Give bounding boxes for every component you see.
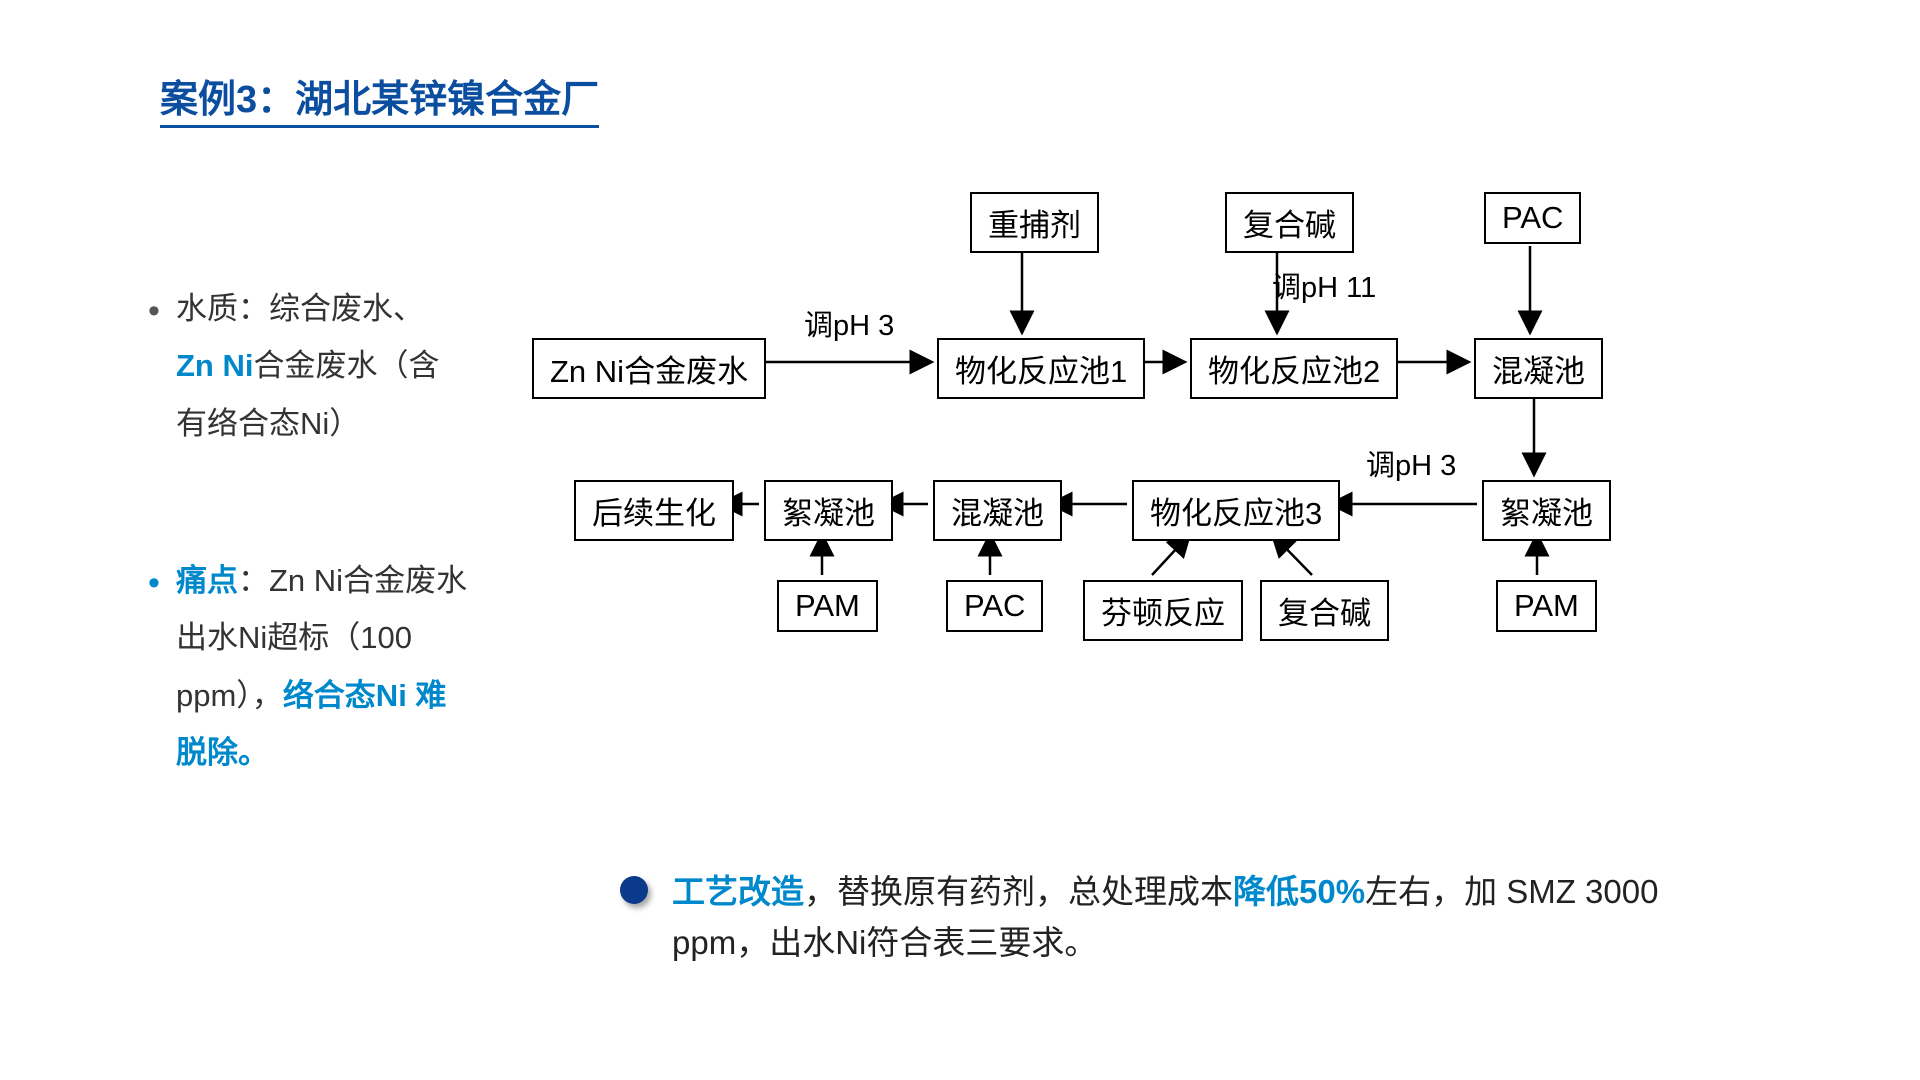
bullet2-text-a: 痛点 <box>176 563 238 598</box>
bullet1-text-b: Zn Ni <box>176 348 254 383</box>
bullet-dot-icon <box>620 876 648 904</box>
node-n_p1: 物化反应池1 <box>937 338 1145 399</box>
bottom-b2: ，替换原有药剂，总处理成本 <box>804 873 1233 910</box>
edge-label-l_ph3a: 调pH 3 <box>804 302 894 344</box>
node-n_pam: PAM <box>777 580 878 632</box>
node-n_coag2: 混凝池 <box>933 480 1062 541</box>
process-diagram: Zn Ni合金废水物化反应池1物化反应池2混凝池重捕剂复合碱PAC絮凝池物化反应… <box>532 180 1832 680</box>
edge-label-l_ph3b: 调pH 3 <box>1366 442 1456 484</box>
bullet1-text-a: 水质：综合废水、 <box>176 291 424 326</box>
node-n_floc2: 絮凝池 <box>764 480 893 541</box>
bottom-text: 工艺改造，替换原有药剂，总处理成本降低50%左右，加 SMZ 3000 ppm，… <box>672 866 1720 968</box>
node-n_zn: Zn Ni合金废水 <box>532 338 766 399</box>
bottom-b1: 工艺改造 <box>672 873 804 910</box>
bullet-water: 水质：综合废水、 Zn Ni合金废水（含有络合态Ni） <box>148 280 468 452</box>
node-n_pac2: PAC <box>946 580 1043 632</box>
node-n_fen: 芬顿反应 <box>1083 580 1243 641</box>
node-n_coag: 混凝池 <box>1474 338 1603 399</box>
node-n_base: 复合碱 <box>1225 192 1354 253</box>
bullet-pain: 痛点：Zn Ni合金废水出水Ni超标（100 ppm），络合态Ni 难脱除。 <box>148 552 468 781</box>
node-n_bio: 后续生化 <box>574 480 734 541</box>
node-n_p3: 物化反应池3 <box>1132 480 1340 541</box>
node-n_p2: 物化反应池2 <box>1190 338 1398 399</box>
node-n_floc: 絮凝池 <box>1482 480 1611 541</box>
edge-label-l_ph11: 调pH 11 <box>1272 264 1376 306</box>
node-n_base2: 复合碱 <box>1260 580 1389 641</box>
bottom-b3: 降低50% <box>1233 873 1365 910</box>
slide-title: 案例3：湖北某锌镍合金厂 <box>160 68 599 128</box>
node-n_re: 重捕剂 <box>970 192 1099 253</box>
node-n_pac: PAC <box>1484 192 1581 244</box>
node-n_pam2: PAM <box>1496 580 1597 632</box>
bottom-summary: 工艺改造，替换原有药剂，总处理成本降低50%左右，加 SMZ 3000 ppm，… <box>620 866 1720 968</box>
